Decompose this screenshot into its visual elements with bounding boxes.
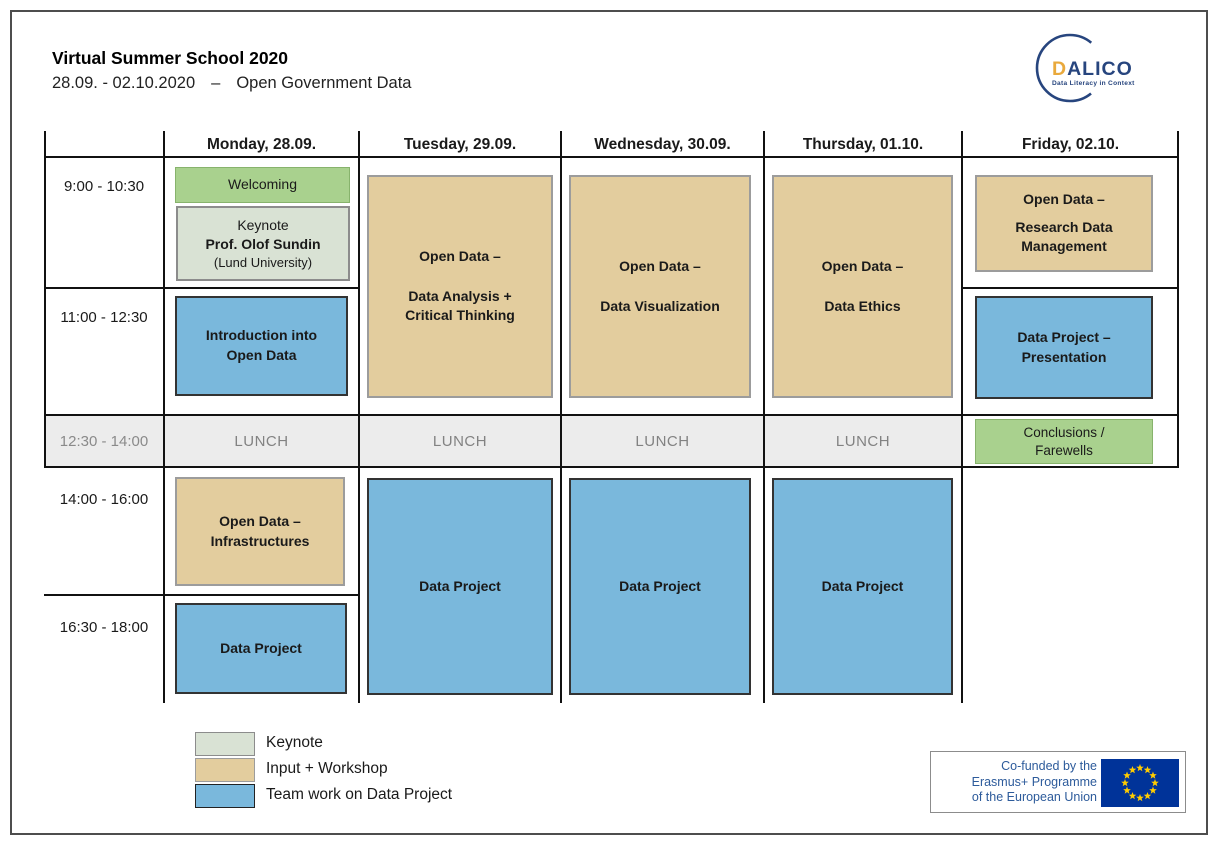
lunch-cell-wednesday: LUNCH: [635, 433, 690, 450]
grid-line-row1-monday: [44, 287, 360, 289]
grid-line-header-bottom: [44, 156, 1179, 158]
event-block-data-project-thursday: Data Project: [772, 478, 953, 695]
event-block-data-analysis-critical-thinking: Open Data – Data Analysis + Critical Think…: [367, 175, 553, 398]
keynote-title: Keynote: [237, 216, 289, 233]
legend-swatch-teamwork: [195, 784, 255, 808]
day-header-tuesday: Tuesday, 29.09.: [403, 136, 517, 153]
subtitle-topic: Open Government Data: [236, 74, 412, 92]
eu-funding-text: Co-funded by the Erasmus+ Programme of the…: [971, 759, 1097, 804]
subtitle-dash: –: [211, 74, 221, 92]
page-subtitle: 28.09. - 02.10.2020– Open Government Data: [52, 74, 412, 93]
day-header-friday: Friday, 02.10.: [1021, 136, 1120, 153]
time-label-3: 14:00 - 16:00: [59, 491, 149, 508]
time-label-lunch: 12:30 - 14:00: [59, 433, 149, 450]
grid-line-row3-monday: [44, 594, 360, 596]
grid-line-col-monday: [358, 131, 360, 703]
logo-letter-d: D: [1052, 58, 1067, 80]
page-border-frame: [10, 10, 1208, 835]
grid-line-col-wednesday: [763, 131, 765, 703]
day-header-wednesday: Wednesday, 30.09.: [594, 136, 731, 153]
subtitle-dates: 28.09. - 02.10.2020: [52, 74, 196, 92]
legend-swatch-workshop: [195, 758, 255, 782]
logo-arc: [1035, 33, 1105, 103]
event-block-welcoming: Welcoming: [175, 167, 350, 203]
time-label-1: 9:00 - 10:30: [63, 178, 145, 195]
keynote-speaker: Prof. Olof Sundin: [205, 235, 321, 252]
event-block-research-data-management: Open Data – Research Data Management: [975, 175, 1153, 272]
event-block-data-ethics: Open Data – Data Ethics: [772, 175, 953, 398]
eu-flag-icon: [1101, 759, 1179, 807]
event-block-open-data-infrastructures: Open Data – Infrastructures: [175, 477, 345, 586]
event-block-introduction-open-data: Introduction into Open Data: [175, 296, 348, 396]
day-header-thursday: Thursday, 01.10.: [802, 136, 924, 153]
grid-line-left-border: [44, 131, 46, 467]
grid-line-right-border: [1177, 131, 1179, 467]
grid-line-lunch-top: [44, 414, 1179, 416]
grid-line-col-tuesday: [560, 131, 562, 703]
event-block-data-project-wednesday: Data Project: [569, 478, 751, 695]
page-title: Virtual Summer School 2020: [52, 48, 289, 68]
lunch-cell-monday: LUNCH: [234, 433, 289, 450]
legend-label-teamwork: Team work on Data Project: [266, 786, 453, 803]
event-block-data-project-presentation: Data Project – Presentation: [975, 296, 1153, 399]
legend-label-keynote: Keynote: [266, 734, 323, 751]
event-block-data-visualization: Open Data – Data Visualization: [569, 175, 751, 398]
lunch-row-band: [45, 416, 962, 466]
day-header-monday: Monday, 28.09.: [206, 136, 317, 153]
eu-funding-box: Co-funded by the Erasmus+ Programme of the…: [930, 751, 1186, 813]
time-label-2: 11:00 - 12:30: [60, 309, 148, 326]
event-block-keynote: Keynote Prof. Olof Sundin (Lund Universi…: [176, 206, 350, 281]
dalico-logo-graphic: DALICO Data Literacy in Context: [1035, 33, 1135, 103]
legend-swatch-keynote: [195, 732, 255, 756]
grid-line-col-time: [163, 131, 165, 703]
svg-text:DALICO: DALICO: [1052, 58, 1133, 80]
event-block-data-project-monday: Data Project: [175, 603, 347, 694]
logo-tagline: Data Literacy in Context: [1052, 80, 1135, 87]
event-block-conclusions-farewells: Conclusions / Farewells: [975, 419, 1153, 464]
grid-line-lunch-bottom: [44, 466, 1179, 468]
grid-line-row1-friday: [962, 287, 1179, 289]
lunch-cell-tuesday: LUNCH: [432, 433, 488, 450]
grid-line-col-thursday: [961, 131, 963, 703]
keynote-affiliation: (Lund University): [213, 254, 313, 270]
time-label-4: 16:30 - 18:00: [59, 619, 149, 636]
lunch-cell-thursday: LUNCH: [835, 433, 891, 450]
legend-label-workshop: Input + Workshop: [266, 760, 388, 777]
logo-letters-alico: ALICO: [1067, 58, 1133, 80]
event-block-data-project-tuesday: Data Project: [367, 478, 553, 695]
dalico-logo: DALICO Data Literacy in Context: [1030, 30, 1142, 106]
